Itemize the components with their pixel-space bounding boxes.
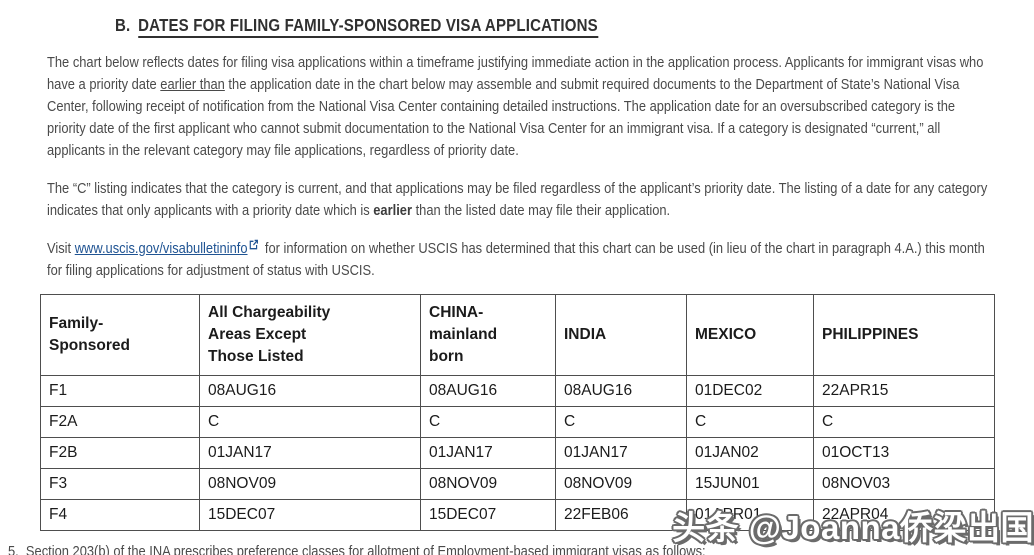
intro-underlined-text: earlier than (160, 76, 225, 93)
intro-paragraph: The chart below reflects dates for filin… (47, 52, 990, 162)
table-cell: 01OCT13 (813, 437, 995, 469)
row-category-cell: F3 (40, 468, 200, 500)
uscis-text-2: for information on whether USCIS has det… (47, 240, 985, 279)
table-cell: 08NOV03 (813, 468, 995, 500)
table-cell: 08AUG16 (555, 375, 687, 407)
row-category-cell: F2A (40, 406, 200, 438)
table-cell: 01DEC02 (686, 375, 814, 407)
column-header: Family- Sponsored (40, 294, 200, 376)
intro-text-2: the application date in the chart below … (47, 76, 960, 159)
table-cell: 15JUN01 (686, 468, 814, 500)
table-cell: 08NOV09 (420, 468, 556, 500)
column-header: MEXICO (686, 294, 814, 376)
table-cell: C (813, 406, 995, 438)
table-cell: 15DEC07 (199, 499, 421, 531)
column-header: All Chargeability Areas Except Those Lis… (199, 294, 421, 376)
section-title: DATES FOR FILING FAMILY-SPONSORED VISA A… (138, 15, 598, 38)
table-row: F2A C C C C C (40, 406, 995, 438)
table-cell: C (199, 406, 421, 438)
section-heading: B. DATES FOR FILING FAMILY-SPONSORED VISA… (115, 15, 1034, 38)
table-cell: 22APR15 (813, 375, 995, 407)
c-listing-bold-text: earlier (373, 202, 412, 219)
table-cell: 08NOV09 (555, 468, 687, 500)
footnote-text: 5. Section 203(b) of the INA prescribes … (8, 543, 706, 555)
c-listing-text-2: than the listed date may file their appl… (411, 202, 671, 219)
row-category-cell: F4 (40, 499, 200, 531)
table-body: F1 08AUG16 08AUG16 08AUG16 01DEC02 22APR15 F2A… (40, 375, 995, 531)
uscis-paragraph: Visit www.uscis.gov/visabulletininfo for… (47, 238, 990, 282)
visa-bulletin-link[interactable]: www.uscis.gov/visabulletininfo (74, 240, 248, 257)
column-header: INDIA (555, 294, 687, 376)
table-cell: 22APR04 (813, 499, 995, 531)
table-row: F4 15DEC07 15DEC07 22FEB06 01APR01 22APR04 (40, 499, 995, 531)
table-cell: 01JAN17 (420, 437, 556, 469)
external-link-icon[interactable] (248, 239, 262, 257)
uscis-text-1: Visit (47, 240, 75, 257)
table-cell: 08AUG16 (420, 375, 556, 407)
row-category-cell: F1 (40, 375, 200, 407)
table-row: F3 08NOV09 08NOV09 08NOV09 15JUN01 08NOV03 (40, 468, 995, 500)
table-cell: 01JAN17 (555, 437, 687, 469)
table-cell: 01JAN17 (199, 437, 421, 469)
table-cell: 08NOV09 (199, 468, 421, 500)
footnote: 5. Section 203(b) of the INA prescribes … (8, 541, 1034, 555)
c-listing-paragraph: The “C” listing indicates that the categ… (47, 178, 990, 222)
table-cell: C (420, 406, 556, 438)
filing-dates-table: Family- Sponsored All Chargeability Areas… (40, 294, 995, 531)
intro-text-1: The chart below reflects dates for filin… (47, 54, 984, 93)
c-listing-text-1: The “C” listing indicates that the categ… (47, 180, 988, 219)
watermark: 头条 @Joanna侨梁出国 (672, 509, 1034, 546)
table-cell: 01APR01 (686, 499, 814, 531)
section-letter: B. (115, 15, 131, 35)
column-header: CHINA- mainland born (420, 294, 556, 376)
table-row: F1 08AUG16 08AUG16 08AUG16 01DEC02 22APR15 (40, 375, 995, 407)
row-category-cell: F2B (40, 437, 200, 469)
table-cell: C (555, 406, 687, 438)
table-cell: 08AUG16 (199, 375, 421, 407)
table-cell: 01JAN02 (686, 437, 814, 469)
header-row: Family- Sponsored All Chargeability Areas… (40, 294, 995, 376)
column-header: PHILIPPINES (813, 294, 995, 376)
table-cell: 22FEB06 (555, 499, 687, 531)
table-cell: C (686, 406, 814, 438)
table-row: F2B 01JAN17 01JAN17 01JAN17 01JAN02 01OCT13 (40, 437, 995, 469)
table-cell: 15DEC07 (420, 499, 556, 531)
